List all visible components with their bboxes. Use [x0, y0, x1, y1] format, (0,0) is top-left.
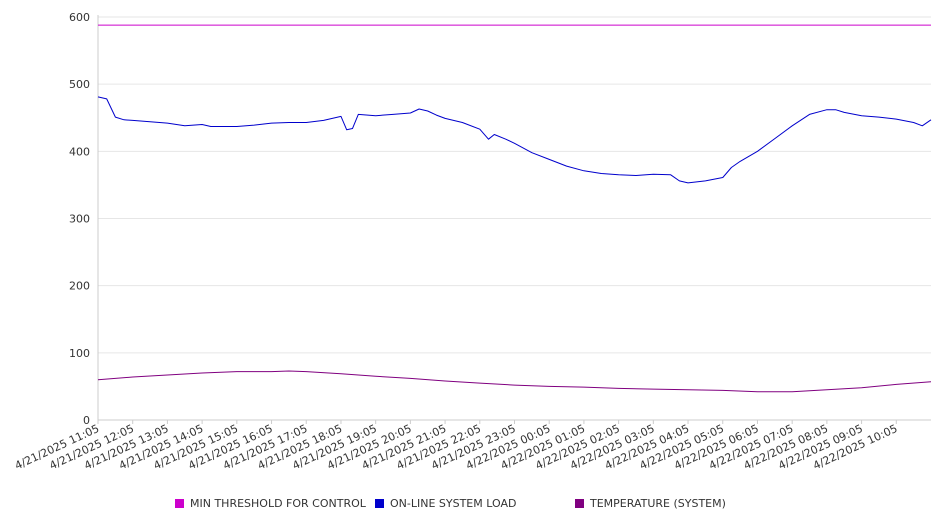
- legend-swatch-temperature: [575, 499, 584, 508]
- grid: [98, 16, 931, 354]
- legend: MIN THRESHOLD FOR CONTROL ON-LINE SYSTEM…: [0, 497, 946, 515]
- y-tick-label: 500: [69, 78, 90, 91]
- series-layer: [97, 24, 932, 393]
- axes: [97, 15, 931, 424]
- legend-item-min-threshold[interactable]: MIN THRESHOLD FOR CONTROL: [175, 497, 366, 510]
- legend-swatch-min-threshold: [175, 499, 184, 508]
- y-tick-label: 0: [83, 414, 90, 427]
- y-tick-label: 300: [69, 213, 90, 226]
- y-tick-label: 600: [69, 11, 90, 24]
- legend-label-min-threshold: MIN THRESHOLD FOR CONTROL: [190, 497, 366, 510]
- series-line-1: [97, 96, 932, 184]
- series-line-2: [97, 370, 932, 393]
- x-tick-labels: 4/21/2025 11:054/21/2025 12:054/21/2025 …: [13, 422, 900, 472]
- legend-swatch-system-load: [375, 499, 384, 508]
- y-tick-label: 400: [69, 145, 90, 158]
- legend-item-system-load[interactable]: ON-LINE SYSTEM LOAD: [375, 497, 516, 510]
- legend-label-system-load: ON-LINE SYSTEM LOAD: [390, 497, 517, 510]
- legend-label-temperature: TEMPERATURE (SYSTEM): [590, 497, 726, 510]
- y-tick-label: 100: [69, 347, 90, 360]
- legend-item-temperature[interactable]: TEMPERATURE (SYSTEM): [575, 497, 726, 510]
- y-tick-label: 200: [69, 280, 90, 293]
- y-tick-labels: 0 100 200 300 400 500 600: [69, 11, 90, 427]
